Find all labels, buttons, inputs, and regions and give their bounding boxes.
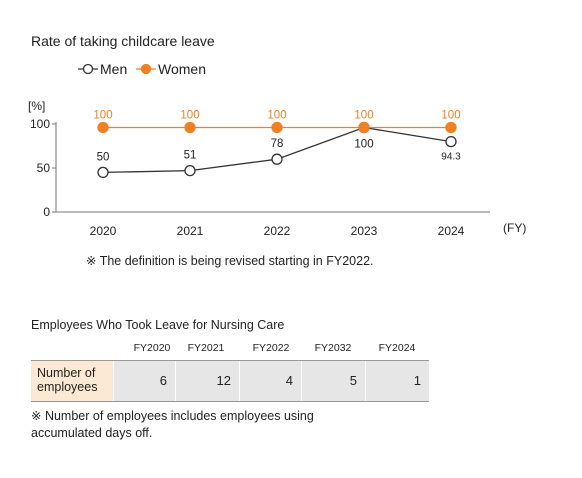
data-label-men-2020: 50	[97, 151, 110, 163]
point-men-2022	[271, 153, 283, 165]
x-tick-label-2024: 2024	[438, 224, 465, 238]
data-label-women-2020: 100	[93, 110, 112, 122]
point-men-2024	[445, 135, 457, 148]
row-header: Number of employees	[31, 361, 113, 401]
col-head-fy2024: FY2024	[378, 342, 416, 354]
x-tick-label-2022: 2022	[264, 224, 291, 238]
legend-women-marker	[140, 63, 152, 75]
data-label-women-2024: 100	[441, 110, 460, 122]
point-men-2020	[97, 166, 109, 179]
cell-fy2020: 6	[113, 361, 175, 401]
y-tick-label-100: 100	[30, 117, 50, 131]
cell-fy2032: 5	[301, 361, 365, 401]
point-women-2024	[445, 121, 457, 134]
childcare-leave-chart: Men Women [%] 0 50 100 2020 2021 2022 2023 2024 (FY…	[28, 61, 526, 238]
x-tick-label-2023: 2023	[351, 224, 378, 238]
data-label-men-2023: 100	[354, 139, 373, 151]
point-men-2021	[184, 164, 196, 177]
y-axis-unit: [%]	[28, 99, 45, 113]
footnote-definition: ※ The definition is being revised starti…	[86, 254, 374, 268]
nursing-care-table: Number of employees 6 12 4 5 1	[31, 360, 429, 402]
point-women-2020	[97, 121, 109, 134]
data-label-men-2021: 51	[184, 150, 197, 162]
col-head-fy2021: FY2021	[187, 342, 225, 354]
data-label-women-2021: 100	[180, 110, 199, 122]
x-tick-label-2020: 2020	[90, 224, 117, 238]
col-head-fy2032: FY2032	[314, 342, 352, 354]
cell-fy2022: 4	[239, 361, 301, 401]
data-label-women-2023: 100	[354, 110, 373, 122]
point-women-2021	[184, 121, 196, 134]
x-axis-unit: (FY)	[503, 221, 526, 235]
x-tick-label-2021: 2021	[177, 224, 204, 238]
footnote-accumulated-days: ※ Number of employees includes employees…	[31, 409, 314, 440]
chart-title: Rate of taking childcare leave	[31, 33, 215, 49]
cell-fy2024: 1	[365, 361, 429, 401]
legend-men-marker	[82, 63, 94, 75]
point-women-2022	[271, 121, 283, 134]
data-label-women-2022: 100	[267, 110, 286, 122]
y-tick-label-50: 50	[37, 161, 51, 175]
data-label-men-2022: 78	[271, 138, 284, 150]
legend-women-label: Women	[158, 61, 206, 77]
col-head-fy2022: FY2022	[252, 342, 290, 354]
cell-fy2021: 12	[175, 361, 239, 401]
table-title: Employees Who Took Leave for Nursing Car…	[31, 318, 285, 332]
legend-men-label: Men	[100, 61, 127, 77]
data-label-men-2024: 94.3	[441, 152, 461, 163]
col-head-fy2020: FY2020	[133, 342, 171, 354]
point-women-2023	[358, 121, 370, 134]
y-tick-label-0: 0	[43, 205, 50, 219]
